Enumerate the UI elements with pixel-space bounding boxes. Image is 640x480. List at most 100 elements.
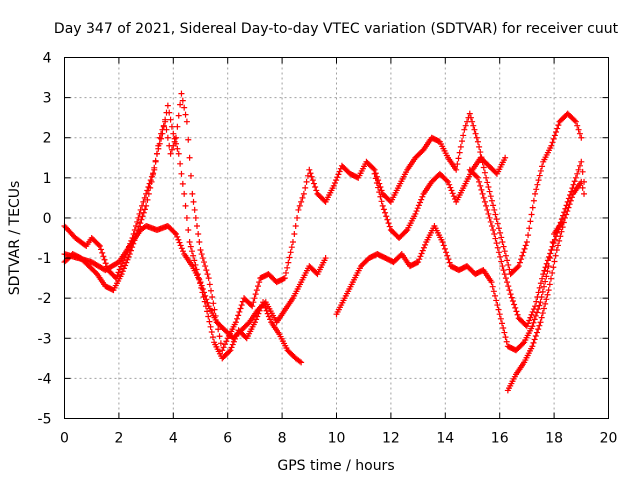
data-point xyxy=(490,226,497,233)
data-point xyxy=(253,287,260,294)
data-point xyxy=(492,292,499,299)
data-point xyxy=(182,202,189,209)
data-point xyxy=(500,243,507,250)
data-point xyxy=(539,163,546,170)
data-point xyxy=(204,299,211,306)
data-point xyxy=(488,279,495,286)
data-point xyxy=(494,244,501,251)
data-point xyxy=(178,170,185,177)
data-point xyxy=(199,255,206,262)
data-point xyxy=(417,253,424,260)
data-point xyxy=(195,230,202,237)
data-point xyxy=(422,241,429,248)
data-point xyxy=(559,224,566,231)
data-point xyxy=(536,322,543,329)
data-point xyxy=(551,236,558,243)
data-point xyxy=(504,279,511,286)
data-point xyxy=(539,275,546,282)
data-point xyxy=(544,291,551,298)
data-point xyxy=(330,182,337,189)
data-point xyxy=(548,247,555,254)
data-point xyxy=(148,178,155,185)
data-point xyxy=(529,204,536,211)
data-point xyxy=(298,359,305,366)
data-point xyxy=(490,202,497,209)
data-point xyxy=(489,283,496,290)
x-tick-label: 10 xyxy=(328,431,346,447)
data-point xyxy=(579,168,586,175)
data-point xyxy=(375,184,382,191)
data-point xyxy=(558,216,565,223)
data-point xyxy=(136,210,143,217)
data-point xyxy=(445,256,452,263)
data-point xyxy=(200,289,207,296)
data-point xyxy=(479,190,486,197)
data-point xyxy=(501,271,508,278)
data-point xyxy=(174,123,181,130)
data-point xyxy=(289,239,296,246)
data-point xyxy=(495,249,502,256)
data-point xyxy=(124,256,131,263)
data-point xyxy=(180,248,187,255)
data-point xyxy=(227,347,234,354)
data-point xyxy=(166,109,173,116)
data-point xyxy=(183,118,190,125)
data-point xyxy=(208,328,215,335)
data-point xyxy=(416,256,423,263)
data-point xyxy=(140,209,147,216)
data-point xyxy=(158,135,165,142)
data-point xyxy=(527,314,534,321)
data-point xyxy=(530,319,537,326)
data-point xyxy=(537,280,544,287)
data-point xyxy=(555,226,562,233)
data-point xyxy=(226,348,233,355)
data-point xyxy=(377,193,384,200)
data-point xyxy=(262,304,269,311)
data-point xyxy=(123,259,130,266)
data-point xyxy=(572,174,579,181)
data-point xyxy=(543,273,550,280)
data-point xyxy=(561,214,568,221)
data-point xyxy=(466,110,473,117)
data-point xyxy=(574,170,581,177)
data-point xyxy=(116,266,123,273)
data-point xyxy=(530,339,537,346)
data-point xyxy=(206,281,213,288)
data-point xyxy=(576,162,583,169)
data-point xyxy=(474,138,481,145)
data-point xyxy=(519,252,526,259)
data-point xyxy=(579,184,586,191)
data-point xyxy=(536,172,543,179)
data-point xyxy=(373,179,380,186)
data-point xyxy=(194,222,201,229)
y-tick-label: 3 xyxy=(43,91,52,107)
data-point xyxy=(179,180,186,187)
data-point xyxy=(333,177,340,184)
data-point xyxy=(447,184,454,191)
data-point xyxy=(503,338,510,345)
series-trace-c xyxy=(61,222,329,342)
data-point xyxy=(500,324,507,331)
data-point xyxy=(384,216,391,223)
data-point xyxy=(308,173,315,180)
data-point xyxy=(571,117,578,124)
data-point xyxy=(564,208,571,215)
data-point xyxy=(238,302,245,309)
data-point xyxy=(484,206,491,213)
data-point xyxy=(565,204,572,211)
data-point xyxy=(543,296,550,303)
data-point xyxy=(502,252,509,259)
data-point xyxy=(528,211,535,218)
data-point xyxy=(493,297,500,304)
data-point xyxy=(509,298,516,305)
data-point xyxy=(540,283,547,290)
data-point xyxy=(138,216,145,223)
data-point xyxy=(556,237,563,244)
data-point xyxy=(296,202,303,209)
data-point xyxy=(542,278,549,285)
data-point xyxy=(177,160,184,167)
data-point xyxy=(235,312,242,319)
data-point xyxy=(470,122,477,129)
data-point xyxy=(171,135,178,142)
data-point xyxy=(281,275,288,282)
